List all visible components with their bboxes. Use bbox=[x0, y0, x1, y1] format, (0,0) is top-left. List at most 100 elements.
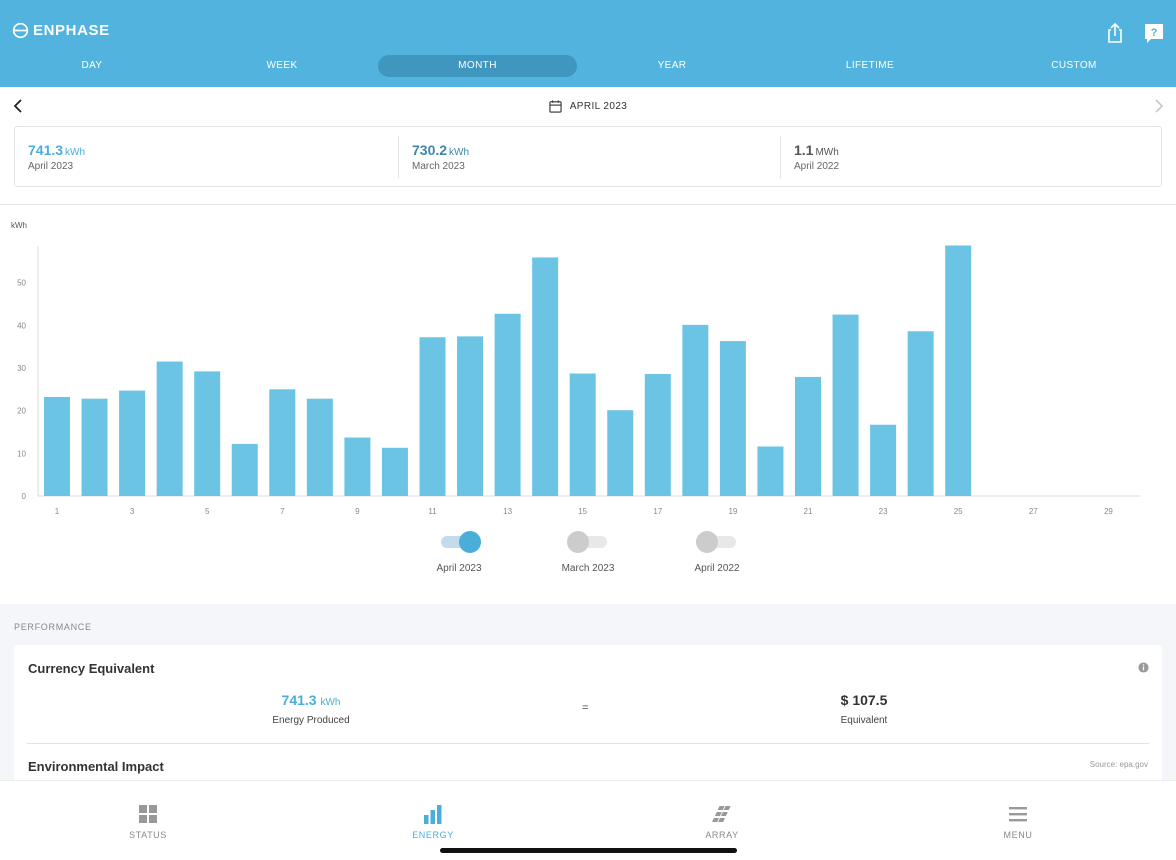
bar-day-8 bbox=[306, 398, 333, 496]
legend-label-march-2023: March 2023 bbox=[561, 563, 615, 574]
legend-toggle-march-2023[interactable] bbox=[567, 531, 607, 553]
date-picker[interactable]: APRIL 2023 bbox=[0, 87, 1176, 125]
y-tick-label: 0 bbox=[22, 492, 27, 501]
energy-produced-label: Energy Produced bbox=[272, 715, 350, 726]
chevron-right-icon[interactable] bbox=[1150, 97, 1168, 115]
bar-chart-icon bbox=[424, 805, 442, 824]
bar-day-12 bbox=[457, 336, 484, 496]
bar-day-21 bbox=[795, 376, 821, 496]
nav-array-label: ARRAY bbox=[705, 830, 739, 840]
legend-toggle-april-2022[interactable] bbox=[696, 531, 736, 553]
bar-day-25 bbox=[945, 245, 972, 496]
summary-current: 741.3 kWh April 2023 bbox=[15, 127, 398, 186]
energy-produced-value: 741.3 kWh bbox=[211, 692, 411, 708]
currency-label: Equivalent bbox=[840, 715, 888, 726]
enphase-logo-icon bbox=[12, 22, 29, 39]
bar-day-23 bbox=[870, 424, 897, 496]
currency-value: $ 107.5 bbox=[840, 692, 888, 708]
currency-equivalent-title: Currency Equivalent bbox=[28, 661, 155, 676]
bar-day-13 bbox=[494, 313, 521, 496]
bar-day-9 bbox=[344, 437, 371, 496]
x-tick-label: 23 bbox=[879, 507, 888, 516]
nav-status[interactable]: STATUS bbox=[78, 803, 218, 840]
bar-day-19 bbox=[719, 341, 746, 496]
summary-current-unit: kWh bbox=[65, 147, 86, 158]
nav-status-label: STATUS bbox=[129, 830, 167, 840]
share-icon[interactable] bbox=[1104, 22, 1126, 44]
x-tick-label: 3 bbox=[130, 507, 135, 516]
bottom-navigation: STATUS ENERGY ARRAY MENU bbox=[0, 780, 1176, 860]
energy-produced-number: 741.3 bbox=[281, 692, 317, 708]
app-header: ENPHASE ? DAY WEEK MONTH YEAR LIFETIME C… bbox=[0, 0, 1176, 87]
tab-custom[interactable]: CUSTOM bbox=[1051, 60, 1097, 71]
period-tabs: DAY WEEK MONTH YEAR LIFETIME CUSTOM bbox=[0, 55, 1176, 77]
nav-energy[interactable]: ENERGY bbox=[363, 803, 503, 840]
y-tick-label: 20 bbox=[17, 407, 26, 416]
tab-month[interactable]: MONTH bbox=[378, 55, 577, 77]
x-tick-label: 21 bbox=[804, 507, 813, 516]
nav-menu-label: MENU bbox=[1003, 830, 1033, 840]
currency-equivalent-card: Currency Equivalent 741.3 kWh Energy Pro… bbox=[14, 645, 1162, 785]
bar-day-20 bbox=[757, 446, 784, 496]
x-tick-label: 5 bbox=[205, 507, 210, 516]
bar-day-24 bbox=[907, 331, 934, 496]
current-period-label: APRIL 2023 bbox=[569, 100, 628, 112]
y-tick-label: 50 bbox=[17, 279, 26, 288]
nav-array[interactable]: ARRAY bbox=[652, 803, 792, 840]
summary-previous-year: 1.1 MWh April 2022 bbox=[780, 136, 1161, 178]
bar-day-22 bbox=[832, 314, 859, 496]
grid-icon bbox=[139, 805, 157, 823]
x-tick-label: 13 bbox=[503, 507, 512, 516]
bar-day-3 bbox=[119, 390, 146, 496]
divider bbox=[0, 204, 1176, 205]
energy-summary: 741.3 kWh April 2023 730.2 kWh March 2023 … bbox=[14, 126, 1162, 187]
summary-previous-month: 730.2 kWh March 2023 bbox=[398, 136, 780, 178]
brand-name: ENPHASE bbox=[33, 22, 110, 39]
legend-label-april-2023: April 2023 bbox=[436, 563, 482, 574]
legend-toggle-april-2023[interactable] bbox=[441, 531, 481, 553]
x-tick-label: 1 bbox=[55, 507, 60, 516]
bar-day-17 bbox=[644, 373, 671, 496]
nav-energy-label: ENERGY bbox=[412, 830, 454, 840]
tab-year[interactable]: YEAR bbox=[657, 60, 687, 71]
bar-day-6 bbox=[231, 443, 258, 496]
bar-day-5 bbox=[194, 371, 221, 496]
summary-previous-month-unit: kWh bbox=[449, 147, 470, 158]
source-link[interactable]: Source: epa.gov bbox=[1089, 760, 1148, 769]
x-tick-label: 19 bbox=[728, 507, 737, 516]
bar-day-2 bbox=[81, 398, 108, 496]
tab-week[interactable]: WEEK bbox=[266, 60, 298, 71]
bar-day-18 bbox=[682, 324, 709, 496]
y-tick-label: 30 bbox=[17, 364, 26, 373]
home-indicator bbox=[440, 848, 737, 853]
bar-day-4 bbox=[156, 361, 183, 496]
info-icon[interactable] bbox=[1138, 662, 1149, 673]
x-tick-label: 15 bbox=[578, 507, 587, 516]
legend-label-april-2022: April 2022 bbox=[694, 563, 740, 574]
summary-current-label: April 2023 bbox=[28, 161, 74, 172]
y-axis-label: kWh bbox=[11, 221, 27, 230]
chevron-left-icon[interactable] bbox=[9, 97, 27, 115]
bar-day-1 bbox=[44, 396, 70, 496]
solar-panel-icon bbox=[712, 806, 731, 822]
tab-lifetime[interactable]: LIFETIME bbox=[845, 60, 895, 71]
y-tick-label: 40 bbox=[17, 321, 26, 330]
svg-text:?: ? bbox=[1151, 27, 1158, 39]
performance-title: PERFORMANCE bbox=[14, 622, 92, 632]
environmental-impact-title: Environmental Impact bbox=[28, 759, 164, 774]
summary-current-value: 741.3 bbox=[28, 142, 64, 158]
calendar-icon bbox=[549, 99, 562, 113]
toggle-knob bbox=[459, 531, 481, 553]
summary-previous-month-label: March 2023 bbox=[412, 161, 465, 172]
enphase-logo: ENPHASE bbox=[12, 22, 110, 39]
tab-day[interactable]: DAY bbox=[81, 60, 103, 71]
energy-produced-unit: kWh bbox=[320, 697, 341, 708]
summary-previous-year-value: 1.1 bbox=[794, 142, 814, 158]
toggle-knob bbox=[567, 531, 589, 553]
x-tick-label: 9 bbox=[355, 507, 360, 516]
nav-menu[interactable]: MENU bbox=[948, 803, 1088, 840]
bar-day-11 bbox=[419, 337, 446, 496]
x-tick-label: 7 bbox=[280, 507, 285, 516]
help-icon[interactable]: ? bbox=[1143, 22, 1165, 44]
